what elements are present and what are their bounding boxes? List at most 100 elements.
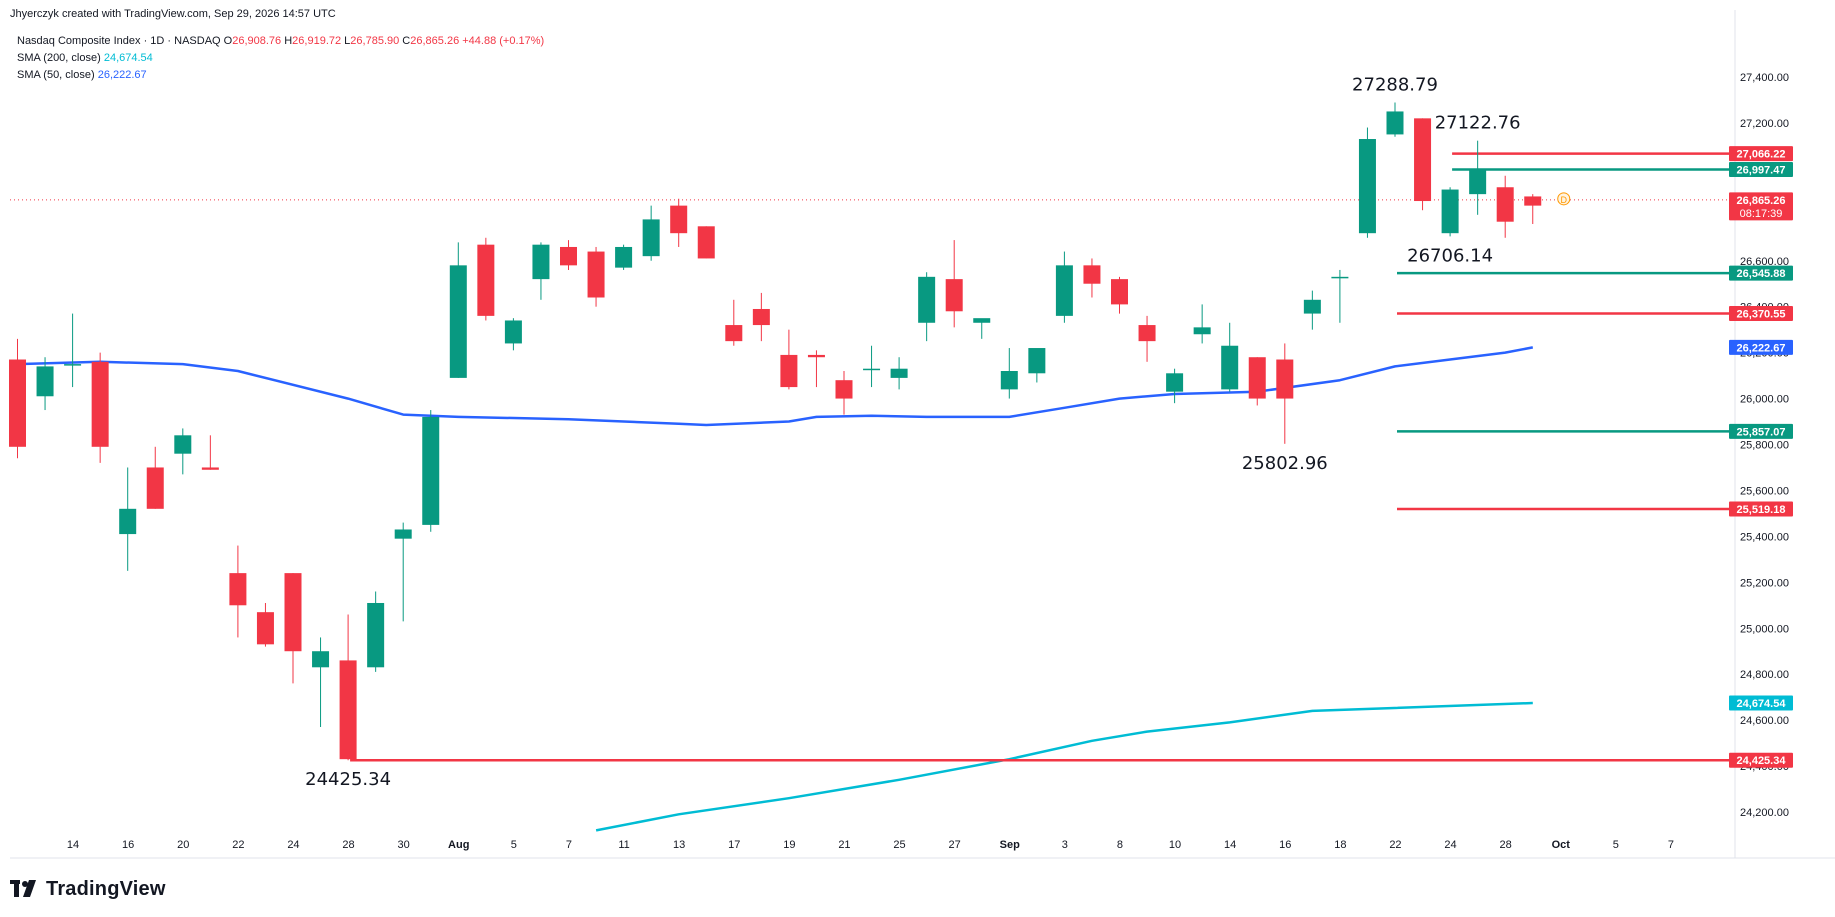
tradingview-logo[interactable]: TradingView xyxy=(10,876,166,902)
candle[interactable] xyxy=(174,428,192,475)
candle[interactable] xyxy=(477,237,495,321)
price-tick-label: 27,200.00 xyxy=(1740,118,1789,130)
candle[interactable] xyxy=(1496,175,1514,238)
candle[interactable] xyxy=(615,244,633,270)
high-value: 26,919.72 xyxy=(292,35,342,47)
candle[interactable] xyxy=(1055,251,1073,323)
candle[interactable] xyxy=(1138,315,1156,362)
candle-body xyxy=(394,529,412,539)
sma50-legend[interactable]: SMA (50, close) 26,222.67 xyxy=(17,69,147,81)
candle[interactable] xyxy=(1166,368,1184,404)
price-tick-label: 25,600.00 xyxy=(1740,485,1789,497)
candle[interactable] xyxy=(532,242,550,300)
level-badge: 26,997.47 xyxy=(1729,161,1793,177)
price-tick-label: 24,200.00 xyxy=(1740,807,1789,819)
level-badge-bg xyxy=(1729,146,1793,162)
level-badge-bg xyxy=(1729,161,1793,177)
candle[interactable] xyxy=(422,410,440,532)
symbol-name[interactable]: Nasdaq Composite Index · 1D · NASDAQ xyxy=(17,35,221,47)
candle[interactable] xyxy=(890,357,908,390)
level-badge-bg xyxy=(1729,423,1793,439)
candle-body xyxy=(752,308,770,326)
candle[interactable] xyxy=(1276,343,1294,444)
candle[interactable] xyxy=(945,240,963,328)
dividend-marker[interactable]: D xyxy=(1557,192,1571,206)
candle-body xyxy=(1221,345,1239,390)
candle[interactable] xyxy=(91,352,109,463)
candle[interactable] xyxy=(918,272,936,342)
candle[interactable] xyxy=(367,591,385,672)
candle[interactable] xyxy=(256,602,274,647)
candle[interactable] xyxy=(863,345,881,388)
candle[interactable] xyxy=(1441,187,1459,237)
candle[interactable] xyxy=(64,313,82,388)
candle[interactable] xyxy=(1303,290,1321,330)
candle[interactable] xyxy=(807,350,825,388)
candle[interactable] xyxy=(697,226,715,259)
candle[interactable] xyxy=(1524,194,1542,224)
candle-body xyxy=(780,354,798,388)
candle-body xyxy=(1193,327,1211,335)
level-badge-bg xyxy=(1729,265,1793,281)
last-price-badge-countdown: 08:17:39 xyxy=(1740,208,1783,220)
candle[interactable] xyxy=(449,242,467,378)
candle[interactable] xyxy=(1248,357,1266,406)
sma50-line xyxy=(17,346,1534,427)
candle[interactable] xyxy=(504,318,522,351)
candle[interactable] xyxy=(1193,304,1211,344)
candle[interactable] xyxy=(146,446,164,509)
price-annotation: 24425.34 xyxy=(305,769,391,790)
candle[interactable] xyxy=(780,329,798,390)
price-tick-label: 27,400.00 xyxy=(1740,72,1789,84)
candle[interactable] xyxy=(312,637,330,728)
candle[interactable] xyxy=(394,522,412,622)
candle-body xyxy=(560,246,577,266)
candle[interactable] xyxy=(1083,258,1101,298)
time-tick-label: 16 xyxy=(1279,839,1291,851)
time-tick-label: 30 xyxy=(398,839,410,851)
time-tick-label: 19 xyxy=(783,839,795,851)
candle-body xyxy=(36,366,54,397)
candle[interactable] xyxy=(36,357,54,411)
candle[interactable] xyxy=(560,240,577,270)
sma200-path xyxy=(595,701,1533,832)
time-tick-label: 28 xyxy=(342,839,354,851)
candle-body xyxy=(1303,299,1321,314)
candle[interactable] xyxy=(642,205,660,261)
tradingview-logo-icon xyxy=(10,880,36,897)
candle[interactable] xyxy=(1000,348,1018,399)
candle[interactable] xyxy=(1358,127,1376,238)
candle[interactable] xyxy=(9,338,26,459)
candle[interactable] xyxy=(670,198,688,247)
candle[interactable] xyxy=(1414,118,1432,211)
candle-body xyxy=(670,205,688,234)
time-tick-label: 24 xyxy=(287,839,299,851)
candle[interactable] xyxy=(1111,276,1128,314)
time-tick-label: 13 xyxy=(673,839,685,851)
price-chart[interactable]: D 27288.79 27122.76 26706.14 25802.96 24425.… xyxy=(0,0,1835,870)
sma200-legend[interactable]: SMA (200, close) 24,674.54 xyxy=(17,52,153,64)
price-badges: 27,066.22 26,997.47 26,545.88 26,370.55 25,8… xyxy=(1729,146,1793,768)
candle[interactable] xyxy=(1331,269,1349,323)
candle[interactable] xyxy=(339,614,357,761)
candle[interactable] xyxy=(1221,322,1239,392)
candle[interactable] xyxy=(284,573,302,684)
candle[interactable] xyxy=(725,299,743,346)
time-tick-label: 3 xyxy=(1062,839,1068,851)
price-tick-label: 25,000.00 xyxy=(1740,623,1789,635)
candle[interactable] xyxy=(835,371,853,415)
candle[interactable] xyxy=(229,545,247,638)
level-badge-text: 27,066.22 xyxy=(1737,149,1786,161)
candle[interactable] xyxy=(587,246,605,307)
candle[interactable] xyxy=(1469,140,1487,215)
candle[interactable] xyxy=(1028,348,1046,383)
candle[interactable] xyxy=(119,467,137,571)
candle-body xyxy=(1496,187,1514,222)
level-badge: 25,519.18 xyxy=(1729,501,1793,517)
candle[interactable] xyxy=(201,435,219,470)
level-badge: 26,370.55 xyxy=(1729,305,1793,321)
candle-body xyxy=(1358,139,1376,234)
candle[interactable] xyxy=(973,318,991,339)
candle[interactable] xyxy=(752,292,770,342)
candle[interactable] xyxy=(1386,102,1404,137)
